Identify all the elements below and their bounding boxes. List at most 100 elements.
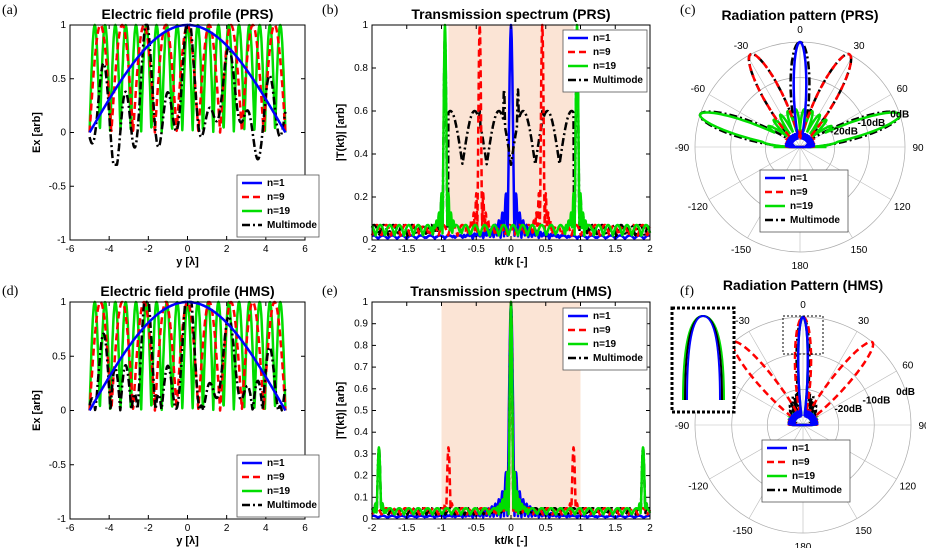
- c-polar: 0 30 60 90 120 150 180 -150 -120 -90 -60 -30 0dB -10d…: [675, 25, 924, 272]
- b-xtick-label: 1.5: [608, 244, 622, 255]
- c-angle-label: 30: [853, 41, 865, 52]
- d-xtick-label: 6: [302, 523, 308, 534]
- b-series-2: [370, 23, 652, 237]
- d-xlabel: y [λ]: [176, 535, 199, 547]
- c-legend-label-3: Multimode: [790, 215, 840, 226]
- e-ytick-label: 0.6: [354, 384, 368, 395]
- c-angle-label: 150: [851, 245, 868, 256]
- e-xtick-label: 1: [578, 523, 584, 534]
- c-radial-label-0: 0dB: [890, 110, 909, 121]
- b-ytick-label: 1: [362, 20, 368, 31]
- b-ytick-label: 0.4: [354, 149, 368, 160]
- f-angle-label: 180: [795, 542, 812, 548]
- b-xtick-label: -1.5: [398, 244, 416, 255]
- c-angle-label: -60: [691, 84, 706, 95]
- panel-label-b: (b): [322, 3, 339, 18]
- f-angle-label: 0: [800, 300, 806, 311]
- d-legend-label-1: n=9: [267, 472, 285, 483]
- c-angle-label: 120: [894, 202, 911, 213]
- c-grid-spoke: [708, 146, 801, 200]
- e-title: Transmission spectrum (HMS): [410, 283, 612, 299]
- e-xtick-label: -1.5: [398, 523, 416, 534]
- e-legend-label-0: n=1: [593, 311, 611, 322]
- c-radial-label-2: -20dB: [830, 126, 858, 137]
- f-legend-label-2: n=19: [792, 471, 816, 482]
- f-legend-box: [761, 439, 851, 503]
- b-xlabel: kt/k [-]: [495, 256, 528, 268]
- c-angle-label: -150: [731, 245, 751, 256]
- panel-label-f: (f): [680, 284, 694, 299]
- f-grid-spoke: [802, 370, 897, 426]
- f-angle-label: 60: [902, 361, 914, 372]
- b-xtick-label: -2: [368, 244, 377, 255]
- d-ytick-label: -0.5: [49, 460, 67, 471]
- d-legend-box: [236, 454, 320, 518]
- e-xtick-label: 0.5: [539, 523, 553, 534]
- c-angle-label: -90: [675, 143, 690, 154]
- e-ytick-label: 0.3: [354, 449, 368, 460]
- f-radial-label-2: -20dB: [834, 404, 862, 415]
- f-angle-label: -30: [735, 316, 750, 327]
- d-xtick-label: 2: [224, 523, 230, 534]
- f-angle-label: 30: [858, 316, 870, 327]
- b-legend-box: [562, 29, 648, 93]
- c-radial-label-1: -10dB: [858, 118, 886, 129]
- c-legend-label-0: n=1: [790, 173, 808, 184]
- a-ytick-label: 0: [60, 128, 66, 139]
- e-ytick-label: 0.5: [354, 406, 368, 417]
- f-legend-label-0: n=1: [792, 443, 810, 454]
- b-xtick-label: 2: [647, 244, 653, 255]
- c-legend-box: [759, 169, 849, 233]
- a-xtick-label: 0: [185, 244, 191, 255]
- d-series-3: [88, 300, 287, 412]
- b-ylabel: |T(kt)| [arb]: [335, 103, 347, 161]
- f-legend-label-3: Multimode: [792, 485, 842, 496]
- a-xtick-label: 4: [263, 244, 269, 255]
- d-title: Electric field profile (HMS): [100, 283, 274, 299]
- a-legend-box: [236, 174, 320, 238]
- f-angle-label: 120: [899, 482, 916, 493]
- e-xtick-label: 0: [508, 523, 514, 534]
- c-series-3: [698, 40, 902, 149]
- panel-label-d: (d): [2, 284, 19, 299]
- d-xtick-label: -2: [144, 523, 153, 534]
- f-inset-curve: [686, 314, 721, 401]
- b-ytick-label: 0.6: [354, 106, 368, 117]
- d-legend-label-0: n=1: [267, 458, 285, 469]
- d-ytick-label: 0: [60, 406, 66, 417]
- b-legend-label-0: n=1: [593, 33, 611, 44]
- b-xtick-label: -0.5: [468, 244, 486, 255]
- c-grid-spoke: [799, 55, 853, 148]
- e-xtick-label: 2: [647, 523, 653, 534]
- d-legend-label-2: n=19: [267, 486, 291, 497]
- b-xtick-label: -1: [437, 244, 446, 255]
- e-xtick-label: -1: [437, 523, 446, 534]
- b-ytick-label: 0.2: [354, 192, 368, 203]
- a-ytick-label: 0.5: [52, 74, 66, 85]
- a-ytick-label: -1: [57, 235, 66, 246]
- b-xtick-label: 1: [578, 244, 584, 255]
- a-xtick-label: -4: [105, 244, 114, 255]
- b-legend-label-3: Multimode: [593, 75, 643, 86]
- c-grid-spoke: [747, 55, 801, 148]
- f-series-0: [787, 315, 819, 427]
- e-ytick-label: 0: [362, 514, 368, 525]
- a-xlabel: y [λ]: [176, 256, 199, 268]
- d-ytick-label: -1: [57, 514, 66, 525]
- panel-label-c: (c): [680, 3, 696, 18]
- b-legend-label-2: n=19: [593, 61, 617, 72]
- b-xtick-label: 0.5: [539, 244, 553, 255]
- d-legend-label-3: Multimode: [267, 500, 317, 511]
- d-ylabel: Ex [arb]: [31, 390, 43, 431]
- e-ytick-label: 0.4: [354, 427, 368, 438]
- a-ylabel: Ex [arb]: [31, 112, 43, 153]
- f-angle-label: -150: [732, 526, 752, 537]
- f-angle-label: 150: [855, 526, 872, 537]
- a-series-2: [88, 23, 287, 134]
- e-ylabel: |T(kt)| [arb]: [335, 381, 347, 439]
- a-legend-label-2: n=19: [267, 206, 291, 217]
- c-angle-label: 180: [792, 261, 809, 272]
- b-legend-label-1: n=9: [593, 47, 611, 58]
- e-legend-box: [562, 307, 648, 371]
